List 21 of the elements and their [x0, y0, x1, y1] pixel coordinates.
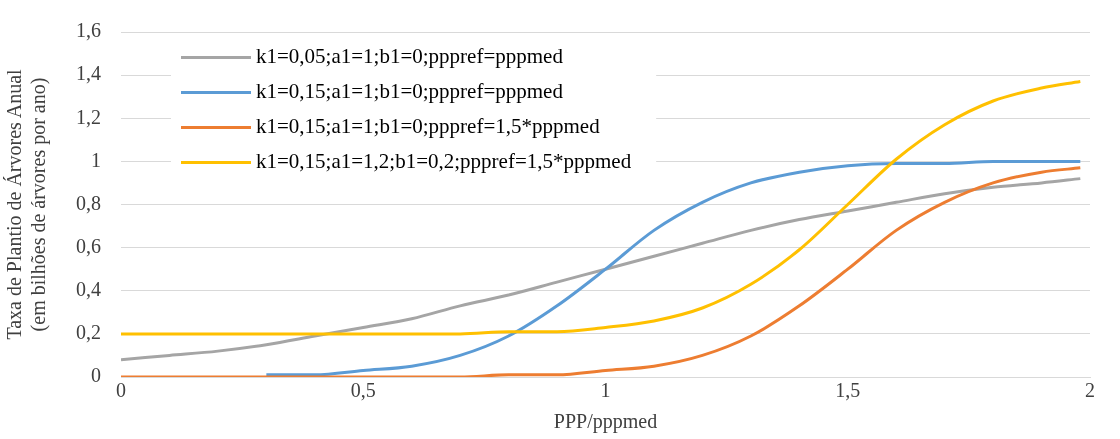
y-axis-title: Taxa de Plantio de Árvores Anual (em bilhões de árvores por ano) — [3, 68, 51, 340]
x-tick-label: 0,5 — [350, 379, 376, 402]
legend-label: k1=0,05;a1=1;b1=0;pppref=pppmed — [256, 44, 564, 69]
line-series — [121, 80, 1082, 336]
y-tick-label: 1,2 — [76, 105, 101, 128]
x-tick-label: 0 — [116, 379, 126, 402]
y-tick-label: 1,6 — [76, 19, 101, 42]
y-tick-label: 1 — [91, 148, 101, 171]
y-tick-label: 0,8 — [76, 191, 101, 214]
x-tick-label: 1,5 — [835, 379, 861, 402]
x-tick-label: 2 — [1085, 379, 1095, 402]
y-tick-label: 0,6 — [76, 234, 101, 257]
y-tick-label: 0,2 — [76, 321, 101, 344]
x-axis-title: PPP/pppmed — [553, 410, 658, 434]
legend-label: k1=0,15;a1=1;b1=0;pppref=1,5*pppmed — [256, 114, 601, 139]
legend-label: k1=0,15;a1=1;b1=0;pppref=pppmed — [256, 79, 564, 104]
y-tick-label: 0,4 — [76, 278, 101, 300]
legend-label: k1=0,15;a1=1,2;b1=0,2;pppref=1,5*pppmed — [256, 149, 632, 174]
y-tick-label: 0 — [91, 364, 101, 387]
x-tick-label: 1 — [600, 379, 611, 402]
y-tick-label: 1,4 — [76, 62, 101, 85]
